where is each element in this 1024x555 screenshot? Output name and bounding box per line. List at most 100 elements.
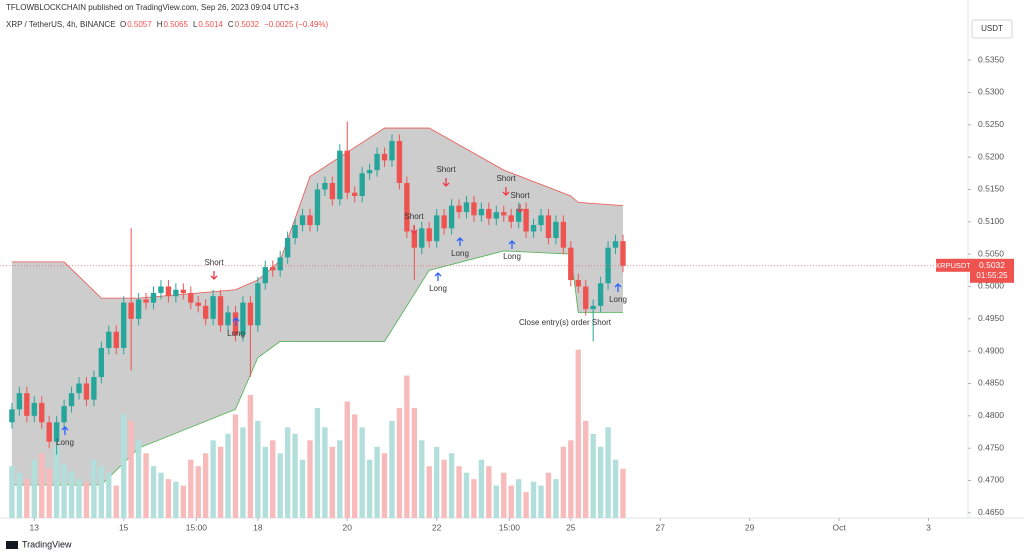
candle-body [560, 221, 567, 248]
candle-body [106, 331, 112, 348]
candle-body [359, 173, 365, 196]
volume-bar [232, 414, 239, 518]
candle-body [404, 183, 410, 232]
y-tick-label: 0.4950 [978, 313, 1004, 323]
signal-label: Long [503, 252, 521, 261]
volume-bar [9, 466, 15, 518]
volume-bar [106, 472, 112, 518]
short-arrow [210, 271, 218, 280]
candle-body [240, 302, 246, 335]
y-tick-label: 0.5000 [978, 281, 1004, 291]
legend-value: −0.0025 (−0.49%) [264, 20, 328, 29]
volume-bar [150, 466, 157, 518]
volume-bar [277, 453, 283, 518]
candle-body [277, 257, 283, 271]
volume-bar [322, 427, 328, 518]
long-arrow [508, 240, 516, 249]
y-tick-label: 0.5250 [978, 119, 1004, 129]
candle-body [620, 241, 626, 266]
volume-bar [53, 446, 60, 518]
volume-bar [515, 479, 522, 518]
volume-bar [620, 468, 626, 518]
candle-body [337, 150, 343, 200]
volume-bar [553, 479, 559, 518]
volume-bar [508, 485, 514, 518]
volume-bar [121, 414, 127, 518]
x-tick-label: 20 [343, 522, 353, 532]
countdown-label: 01:55:25 [976, 271, 1008, 280]
volume-bar [612, 459, 619, 518]
band-area [11, 128, 623, 486]
volume-bar [225, 433, 231, 518]
volume-bar [493, 485, 499, 518]
candle-body [255, 283, 261, 326]
volume-bar [575, 349, 581, 518]
candle-body [590, 305, 596, 310]
candle-body [180, 289, 186, 293]
volume-bar [366, 459, 373, 518]
volume-bar [337, 440, 343, 518]
volume-bar [262, 446, 268, 518]
candle-body [217, 296, 224, 326]
volume-bar [389, 420, 395, 518]
volume-bar [31, 459, 37, 518]
candle-body [150, 292, 157, 303]
candle-body [486, 208, 492, 219]
candle-body [515, 208, 522, 222]
volume-bar [396, 407, 403, 518]
y-tick-label: 0.5350 [978, 54, 1004, 64]
volume-bar [530, 481, 537, 518]
x-tick-label: 3 [926, 522, 931, 532]
candle-body [329, 183, 336, 200]
candle-body [523, 208, 529, 232]
volume-bar [404, 375, 410, 518]
x-tick-label: 22 [432, 522, 442, 532]
volume-bar [486, 466, 492, 518]
volume-bar [292, 433, 298, 518]
candle-body [46, 422, 52, 442]
candle-body [292, 225, 298, 238]
candle-body [322, 183, 328, 190]
volume-bar [590, 433, 596, 518]
volume-bar [195, 466, 201, 518]
volume-bar [284, 427, 291, 518]
signal-label: Long [451, 249, 469, 258]
signal-label: Long [56, 438, 74, 447]
volume-bar [456, 466, 462, 518]
candle-body [433, 215, 440, 242]
candle-body [262, 267, 268, 284]
volume-bar [143, 453, 149, 518]
volume-bar [463, 472, 470, 518]
volume-bar [352, 414, 358, 518]
candle-body [158, 286, 164, 293]
price-tag-label: 0.5032 [979, 260, 1005, 270]
candle-body [307, 215, 313, 226]
candle-body [374, 153, 380, 171]
long-arrow [434, 272, 442, 281]
volume-bar [426, 466, 432, 518]
candle-body [188, 292, 194, 303]
legend-key: O [120, 20, 126, 29]
volume-bar [240, 427, 246, 518]
candle-body [426, 228, 432, 242]
short-arrow [442, 178, 450, 187]
volume-bar [374, 446, 380, 518]
volume-bar [359, 427, 365, 518]
currency-box [971, 19, 1013, 39]
candle-body [478, 208, 485, 216]
candle-body [53, 422, 60, 442]
volume-bar [605, 427, 611, 518]
candle-body [91, 377, 97, 400]
volume-bar [61, 463, 67, 518]
candle-body [568, 247, 574, 281]
volume-bar [247, 394, 254, 518]
candle-body [299, 215, 306, 226]
y-tick-label: 0.4800 [978, 410, 1004, 420]
volume-bar [255, 420, 261, 518]
candle-body [419, 228, 425, 248]
candle-body [441, 215, 447, 229]
volume-bar [46, 468, 52, 518]
candle-body [575, 280, 581, 287]
legend-value: 0.5057 [127, 20, 152, 29]
